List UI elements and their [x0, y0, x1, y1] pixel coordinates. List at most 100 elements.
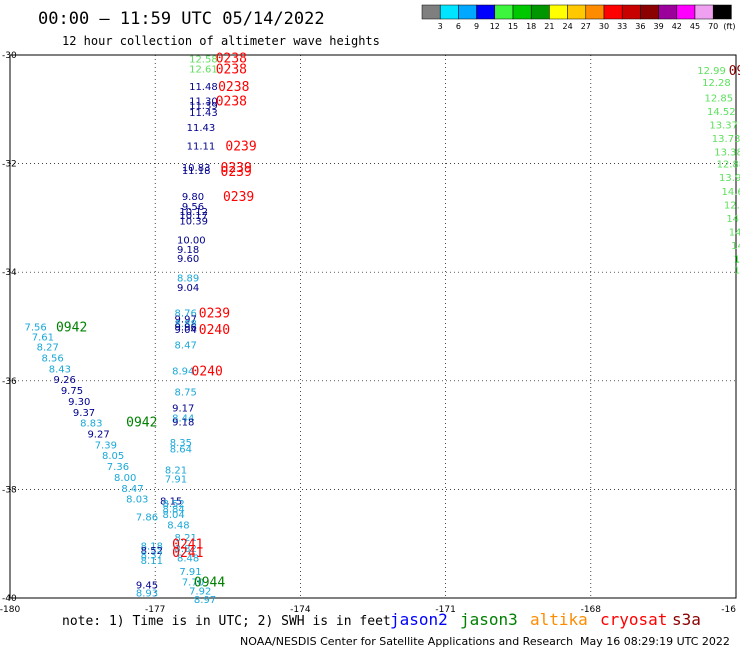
wave-height-label: 9.04	[175, 325, 197, 336]
wave-height-label: 8.84	[162, 504, 184, 515]
wave-height-label: 8.03	[126, 495, 148, 506]
satellite-cryosat: cryosat	[600, 610, 667, 629]
wave-height-label: 7.91	[165, 475, 187, 486]
wave-height-label: 9.17	[172, 403, 194, 414]
colorbar-swatch	[676, 4, 696, 20]
colorbar-label: 3	[438, 22, 443, 31]
wave-height-label: 12.88	[717, 160, 740, 171]
wave-height-label: 9.18	[177, 245, 199, 256]
pass-time-label: 0238	[216, 52, 247, 67]
pass-time-label: 0944	[194, 576, 225, 591]
colorbar-swatch	[640, 4, 659, 20]
colorbar-swatch	[603, 4, 623, 20]
satellite-altika: altika	[530, 610, 588, 629]
colorbar-unit: (ft)	[723, 22, 735, 31]
y-tick-label: -30	[2, 51, 17, 61]
x-tick-label: -16	[721, 605, 736, 615]
colorbar-label: 21	[544, 22, 554, 31]
colorbar-swatch	[712, 4, 732, 20]
wave-height-label: 11.11	[187, 142, 216, 153]
wave-height-label: 14	[734, 265, 740, 276]
wave-height-label: 8.15	[160, 496, 182, 507]
wave-height-label: 9.97	[175, 314, 197, 325]
pass-time-label: 0241	[172, 546, 203, 561]
wave-height-label: 13.95	[719, 173, 740, 184]
colorbar-label: 9	[474, 22, 479, 31]
wave-height-label: 10.83	[182, 163, 211, 174]
wave-height-label: 11.43	[189, 108, 218, 119]
footer-credit: NOAA/NESDIS Center for Satellite Applica…	[240, 635, 573, 648]
colorbar-label: 6	[456, 22, 461, 31]
wave-height-label: 14.63	[721, 187, 740, 198]
wave-height-label: 11.18	[182, 166, 211, 177]
wave-height-label: 10.17	[179, 211, 208, 222]
wave-height-label: 8.37	[141, 551, 163, 562]
wave-height-label: 12.99	[697, 66, 726, 77]
pass-time-label: 0942	[126, 416, 157, 431]
chart-title: 00:00 — 11:59 UTC 05/14/2022	[38, 9, 325, 29]
wave-height-label: 8.48	[167, 521, 189, 532]
wave-height-label: 8.64	[170, 445, 192, 456]
wave-height-label: 14.52	[707, 107, 736, 118]
colorbar-swatch	[512, 4, 532, 20]
note-text: note: 1) Time is in UTC; 2) SWH is in fe…	[62, 614, 391, 629]
y-tick-label: -40	[2, 594, 17, 604]
wave-height-label: 7.91	[179, 567, 201, 578]
pass-time-label: 0240	[192, 364, 223, 379]
wave-height-label: 11.30	[189, 97, 218, 108]
wave-height-label: 12.58	[189, 54, 218, 65]
wave-height-label: 7.92	[189, 586, 211, 597]
wave-height-label: 8.05	[102, 451, 124, 462]
colorbar-label: 12	[490, 22, 500, 31]
wave-height-label: 9.26	[54, 375, 76, 386]
wave-height-label: 8.75	[175, 388, 197, 399]
wave-height-label: 9.18	[172, 418, 194, 429]
satellite-jason2: jason2	[390, 610, 448, 629]
wave-height-label: 8.44	[172, 414, 194, 425]
colorbar-swatch	[439, 4, 459, 20]
wave-height-label: 9.37	[73, 408, 95, 419]
colorbar-swatch	[658, 4, 678, 20]
x-tick-label: -177	[145, 605, 165, 615]
wave-height-label: 7.86	[136, 513, 158, 524]
wave-height-label: 12.53	[724, 200, 740, 211]
colorbar-swatch	[694, 4, 714, 20]
wave-height-label: 8.89	[177, 274, 199, 285]
wave-height-label: 8.43	[49, 364, 71, 375]
wave-height-label: 8.52	[141, 546, 163, 557]
wave-height-label: 9.30	[68, 397, 90, 408]
wave-height-label: 14.0	[729, 227, 740, 238]
colorbar-swatch	[585, 4, 605, 20]
wave-height-label: 8.47	[175, 340, 197, 351]
pass-time-label: 0239	[223, 190, 254, 205]
wave-height-label: 8.52	[162, 499, 184, 510]
wave-height-label: 8.76	[175, 308, 197, 319]
colorbar-label: 39	[654, 22, 664, 31]
chart-subtitle: 12 hour collection of altimeter wave hei…	[62, 34, 380, 48]
wave-height-label: 8.48	[177, 553, 199, 564]
wave-height-label: 8.93	[136, 589, 158, 600]
plot-frame	[9, 54, 737, 599]
wave-height-label: 8.00	[114, 473, 136, 484]
wave-height-label: 11.43	[187, 123, 216, 134]
wave-height-label: 8.18	[141, 541, 163, 552]
wave-height-label: 10.39	[179, 217, 208, 228]
wave-height-label: 9.27	[87, 429, 109, 440]
pass-time-label: 0238	[218, 80, 249, 95]
colorbar-swatch	[567, 4, 587, 20]
wave-height-label: 8.88	[175, 319, 197, 330]
pass-time-label: 093	[729, 64, 740, 79]
wave-height-label: 8.21	[165, 465, 187, 476]
color-legend: 3 6 9 12 15 18 21 24 27 30 33 36 39 42 45 70 (ft)	[421, 4, 735, 31]
wave-height-label: 14.52	[726, 214, 740, 225]
colorbar-label: 33	[617, 22, 627, 31]
colorbar-swatch	[476, 4, 496, 20]
x-tick-label: -171	[435, 605, 455, 615]
wave-height-label: 8.21	[175, 533, 197, 544]
pass-time-label: 0239	[221, 161, 252, 176]
wave-height-label: 12.61	[189, 65, 218, 76]
wave-height-label: 7.70	[182, 578, 204, 589]
wave-height-label: 7.39	[95, 440, 117, 451]
wave-height-label: 9.96	[175, 323, 197, 334]
wave-height-label: 10.00	[177, 236, 206, 247]
